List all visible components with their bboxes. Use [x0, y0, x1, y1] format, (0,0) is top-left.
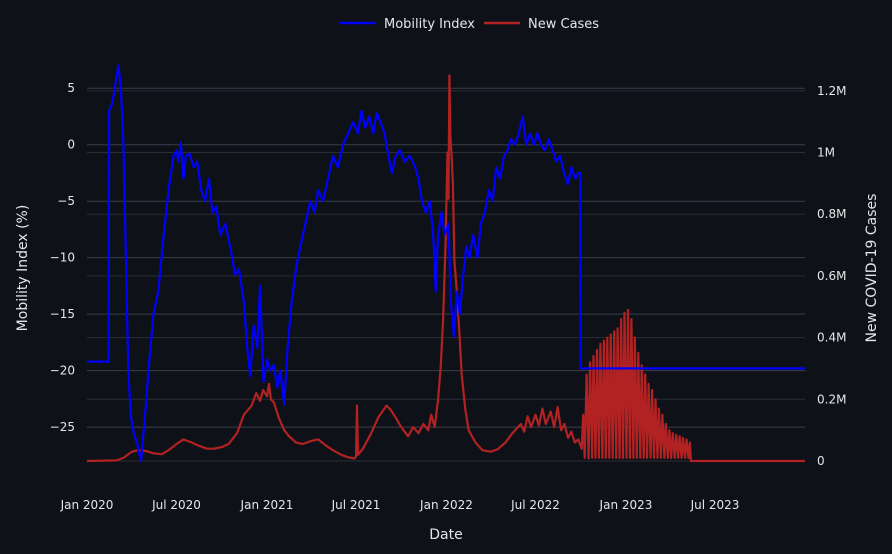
legend-label-mobility-index: Mobility Index: [384, 17, 475, 32]
x-tick-label: Jan 2022: [419, 498, 473, 512]
y1-tick-label: −20: [50, 364, 75, 378]
gridlines: [87, 87, 805, 462]
y1-tick-label: 5: [67, 81, 75, 95]
y2-tick-label: 0.6M: [817, 269, 846, 283]
y2-tick-label: 0.2M: [817, 392, 846, 406]
y1-tick-label: −15: [50, 307, 75, 321]
y2-tick-label: 1M: [817, 146, 835, 160]
legend-label-new-cases: New Cases: [528, 17, 599, 32]
y2-tick-label: 0: [817, 454, 825, 468]
x-tick-label: Jan 2020: [60, 498, 114, 512]
x-tick-label: Jul 2021: [331, 498, 381, 512]
y1-axis-title: Mobility Index (%): [15, 205, 31, 332]
legend-item-mobility-index[interactable]: Mobility Index: [340, 17, 475, 32]
y2-axis-ticks: 1.2M 1M 0.8M 0.6M 0.4M 0.2M 0: [817, 84, 846, 468]
x-tick-label: Jul 2020: [151, 498, 201, 512]
y1-tick-label: −25: [50, 420, 75, 434]
series-line-new-cases: [86, 74, 805, 463]
x-axis-title: Date: [429, 527, 462, 543]
legend: Mobility Index New Cases: [340, 17, 599, 32]
y1-tick-label: −10: [50, 251, 75, 265]
y2-tick-label: 1.2M: [817, 84, 846, 98]
x-tick-label: Jan 2023: [599, 498, 653, 512]
x-tick-label: Jan 2021: [240, 498, 294, 512]
y2-tick-label: 0.8M: [817, 207, 846, 221]
series-line-mobility-index: [87, 64, 805, 463]
x-axis-ticks: Jan 2020 Jul 2020 Jan 2021 Jul 2021 Jan 2022…: [60, 498, 740, 512]
y1-tick-label: −5: [57, 194, 75, 208]
y2-axis-title: New COVID-19 Cases: [864, 194, 880, 343]
x-tick-label: Jul 2023: [690, 498, 740, 512]
series-layer: [86, 64, 805, 463]
y1-tick-label: 0: [67, 138, 75, 152]
y1-axis-ticks: 5 0 −5 −10 −15 −20 −25: [50, 81, 75, 434]
legend-item-new-cases[interactable]: New Cases: [484, 17, 599, 32]
x-tick-label: Jul 2022: [510, 498, 560, 512]
y2-tick-label: 0.4M: [817, 331, 846, 345]
